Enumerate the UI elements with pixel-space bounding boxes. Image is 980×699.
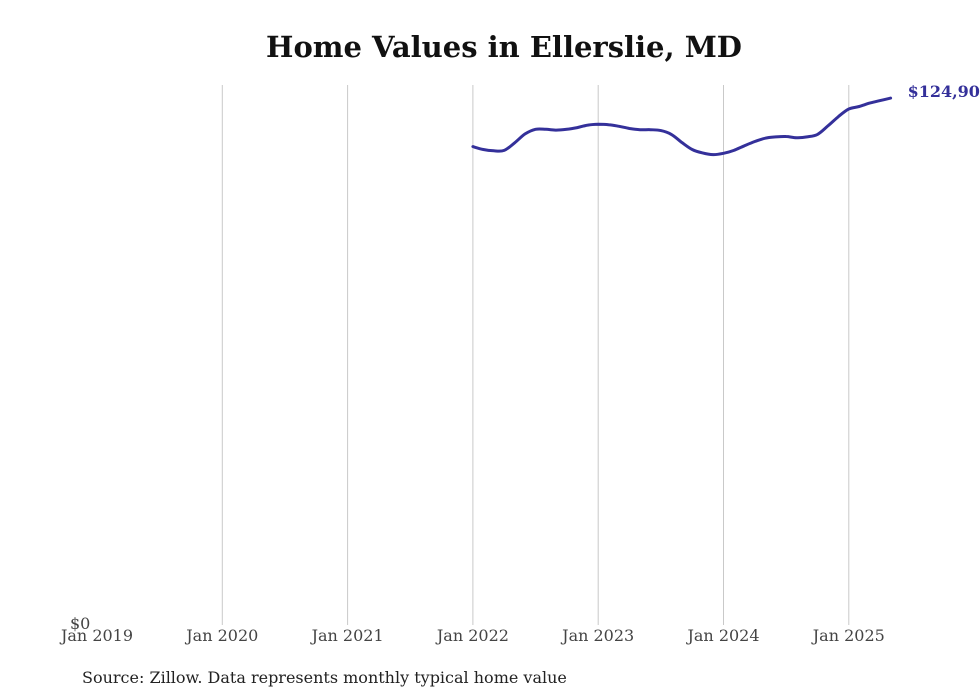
y-axis-ticks: $0 <box>70 614 90 633</box>
y-tick-label: $0 <box>70 614 90 633</box>
x-tick-label: Jan 2019 <box>59 626 133 645</box>
x-tick-label: Jan 2023 <box>560 626 634 645</box>
x-tick-label: Jan 2021 <box>310 626 384 645</box>
x-tick-label: Jan 2024 <box>685 626 759 645</box>
end-value-label: $124,900 <box>908 82 980 101</box>
x-axis-ticks: Jan 2019 Jan 2020 Jan 2021 Jan 2022 Jan 2023… <box>59 626 885 645</box>
source-note: Source: Zillow. Data represents monthly … <box>82 668 567 687</box>
x-tick-label: Jan 2025 <box>811 626 885 645</box>
chart-title: Home Values in Ellerslie, MD <box>266 30 742 64</box>
x-tick-label: Jan 2020 <box>184 626 258 645</box>
x-tick-label: Jan 2022 <box>435 626 509 645</box>
gridlines <box>221 85 850 625</box>
series-group <box>471 96 893 157</box>
annotations: $124,900 <box>908 82 980 101</box>
home-value-line <box>471 96 893 157</box>
